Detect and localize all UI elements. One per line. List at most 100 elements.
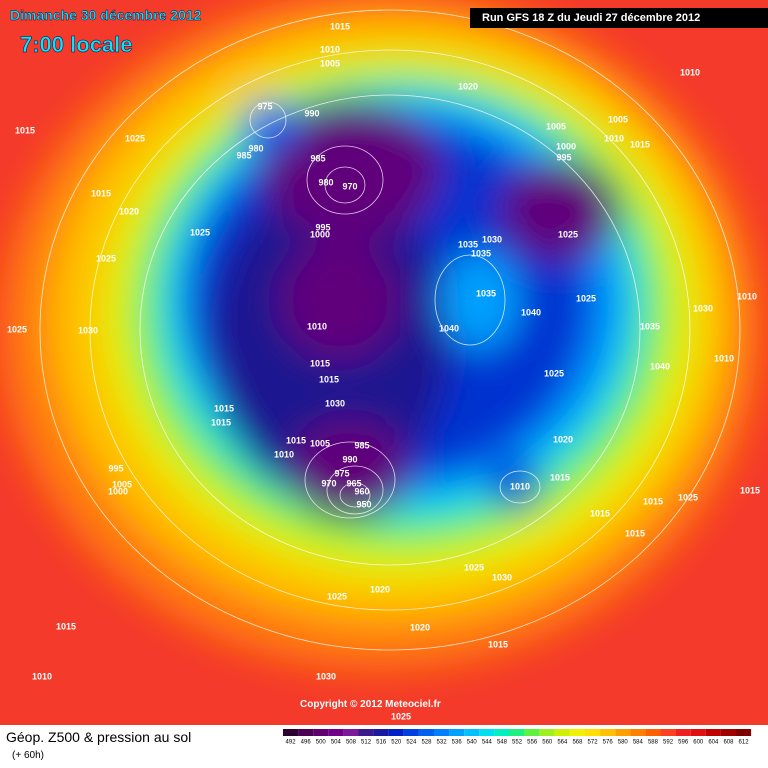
- field: 1015 1010 1005 1020 1010 975 990 1015 1025 980 985…: [0, 0, 768, 725]
- pressure-label: 1015: [643, 496, 663, 506]
- pressure-label: 990: [342, 454, 357, 464]
- pressure-label: 1005: [112, 479, 132, 489]
- pressure-label: 1020: [553, 434, 573, 444]
- legend-level: 528: [421, 740, 432, 746]
- pressure-label: 1015: [211, 417, 231, 427]
- pressure-label: 985: [310, 153, 325, 163]
- legend-swatch: [615, 729, 631, 736]
- pressure-label: 970: [321, 478, 336, 488]
- legend-level: 508: [346, 740, 357, 746]
- run-box: [470, 8, 768, 28]
- pressure-label: 1015: [56, 621, 76, 631]
- pressure-label: 1015: [550, 472, 570, 482]
- legend-swatch: [554, 729, 570, 736]
- pressure-label: 995: [556, 152, 571, 162]
- pressure-label: 1010: [307, 321, 327, 331]
- pressure-label: 1005: [546, 121, 566, 131]
- legend-level: 520: [391, 740, 402, 746]
- legend-level: 492: [286, 740, 297, 746]
- legend-level: 576: [603, 740, 614, 746]
- legend-swatch: [600, 729, 616, 736]
- pressure-label: 1010: [32, 671, 52, 681]
- legend-level: 544: [482, 740, 493, 746]
- legend-level: 548: [497, 740, 508, 746]
- pressure-label: 1025: [7, 324, 27, 334]
- pressure-label: 975: [257, 101, 272, 111]
- legend-level: 532: [437, 740, 448, 746]
- legend-level: 580: [618, 740, 629, 746]
- legend-level: 556: [527, 740, 538, 746]
- pressure-label: 1010: [510, 481, 530, 491]
- pressure-label: 980: [318, 177, 333, 187]
- pressure-label: 1040: [650, 361, 670, 371]
- pressure-label: 995: [108, 463, 123, 473]
- pressure-label: 1000: [108, 486, 128, 496]
- legend-swatch: [434, 729, 450, 736]
- pressure-label: 1040: [439, 323, 459, 333]
- pressure-labels: 1015 1010 1005 1020 1010 975 990 1015 1025 980 985…: [7, 21, 760, 721]
- legend-swatch: [358, 729, 374, 736]
- legend-swatch: [418, 729, 434, 736]
- legend-level: 592: [663, 740, 674, 746]
- pressure-label: 1015: [330, 21, 350, 31]
- pressure-label: 1030: [482, 234, 502, 244]
- legend-swatch: [630, 729, 646, 736]
- pressure-label: 1000: [556, 141, 576, 151]
- legend-swatch: [720, 729, 736, 736]
- footer-title: Géop. Z500 & pression au sol: [6, 729, 191, 745]
- pressure-label: 1025: [96, 253, 116, 263]
- legend-level: 524: [406, 740, 417, 746]
- pressure-label: 970: [342, 181, 357, 191]
- legend-swatch: [585, 729, 601, 736]
- run-info: Run GFS 18 Z du Jeudi 27 décembre 2012: [482, 12, 700, 24]
- legend-swatch: [690, 729, 706, 736]
- legend-swatch: [524, 729, 540, 736]
- pressure-label: 1020: [458, 81, 478, 91]
- legend-level: 572: [588, 740, 599, 746]
- legend-swatch: [660, 729, 676, 736]
- legend-level: 516: [376, 740, 387, 746]
- legend-level: 560: [542, 740, 553, 746]
- pressure-label: 1000: [310, 229, 330, 239]
- legend-level: 588: [648, 740, 659, 746]
- pressure-label: 1025: [464, 562, 484, 572]
- legend-swatch: [675, 729, 691, 736]
- legend-level: 564: [557, 740, 568, 746]
- pressure-label: 1035: [458, 239, 478, 249]
- pressure-label: 1010: [604, 133, 624, 143]
- pressure-label: 1025: [678, 492, 698, 502]
- legend-level: 540: [467, 740, 478, 746]
- legend-swatch: [464, 729, 480, 736]
- legend-level: 584: [633, 740, 644, 746]
- legend-swatch: [569, 729, 585, 736]
- pressure-label: 1025: [391, 711, 411, 721]
- pressure-label: 1025: [190, 227, 210, 237]
- pressure-label: 1010: [737, 291, 757, 301]
- pressure-label: 985: [354, 440, 369, 450]
- pressure-label: 1015: [740, 485, 760, 495]
- legend-level: 512: [361, 740, 372, 746]
- pressure-label: 1010: [274, 449, 294, 459]
- pressure-label: 985: [236, 150, 251, 160]
- pressure-label: 1040: [521, 307, 541, 317]
- legend-swatch: [388, 729, 404, 736]
- pressure-label: 1035: [476, 288, 496, 298]
- pressure-label: 990: [304, 108, 319, 118]
- legend-level: 496: [301, 740, 312, 746]
- pressure-label: 1010: [680, 67, 700, 77]
- legend-level: 568: [572, 740, 583, 746]
- legend-swatch: [494, 729, 510, 736]
- pressure-label: 1030: [325, 398, 345, 408]
- legend-level: 504: [331, 740, 342, 746]
- pressure-label: 1020: [410, 622, 430, 632]
- pressure-label: 1030: [316, 671, 336, 681]
- pressure-label: 1030: [78, 325, 98, 335]
- pressure-label: 1035: [640, 321, 660, 331]
- pressure-label: 1020: [119, 206, 139, 216]
- pressure-label: 1030: [693, 303, 713, 313]
- legend-level: 596: [678, 740, 689, 746]
- pressure-label: 1015: [286, 435, 306, 445]
- pressure-label: 995: [315, 222, 330, 232]
- pressure-label: 1025: [558, 229, 578, 239]
- legend-swatch: [373, 729, 389, 736]
